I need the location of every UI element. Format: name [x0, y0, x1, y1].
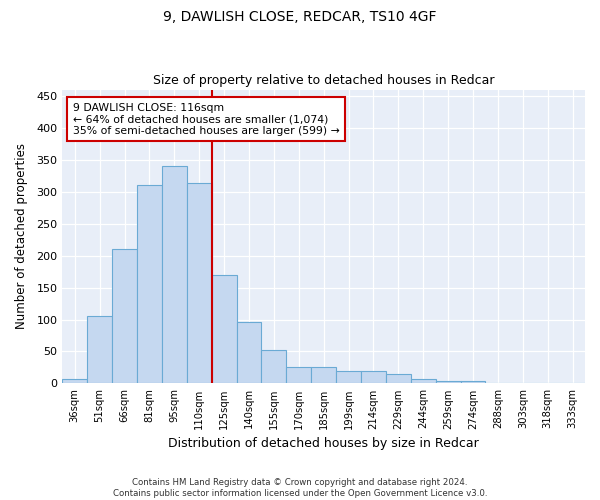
Bar — [187, 184, 212, 384]
Bar — [236, 322, 262, 384]
Text: 9, DAWLISH CLOSE, REDCAR, TS10 4GF: 9, DAWLISH CLOSE, REDCAR, TS10 4GF — [163, 10, 437, 24]
X-axis label: Distribution of detached houses by size in Redcar: Distribution of detached houses by size … — [168, 437, 479, 450]
Bar — [336, 370, 361, 384]
Bar — [286, 368, 311, 384]
Bar — [112, 250, 137, 384]
Text: Contains HM Land Registry data © Crown copyright and database right 2024.
Contai: Contains HM Land Registry data © Crown c… — [113, 478, 487, 498]
Bar — [436, 381, 461, 384]
Bar — [262, 350, 286, 384]
Bar — [311, 368, 336, 384]
Bar — [485, 383, 511, 384]
Bar — [162, 166, 187, 384]
Bar — [87, 316, 112, 384]
Bar — [511, 383, 535, 384]
Bar — [361, 370, 386, 384]
Title: Size of property relative to detached houses in Redcar: Size of property relative to detached ho… — [153, 74, 494, 87]
Bar — [560, 383, 585, 384]
Bar — [62, 379, 87, 384]
Bar — [137, 186, 162, 384]
Bar — [386, 374, 411, 384]
Bar — [411, 379, 436, 384]
Y-axis label: Number of detached properties: Number of detached properties — [15, 144, 28, 330]
Bar — [461, 381, 485, 384]
Text: 9 DAWLISH CLOSE: 116sqm
← 64% of detached houses are smaller (1,074)
35% of semi: 9 DAWLISH CLOSE: 116sqm ← 64% of detache… — [73, 103, 340, 136]
Bar — [212, 275, 236, 384]
